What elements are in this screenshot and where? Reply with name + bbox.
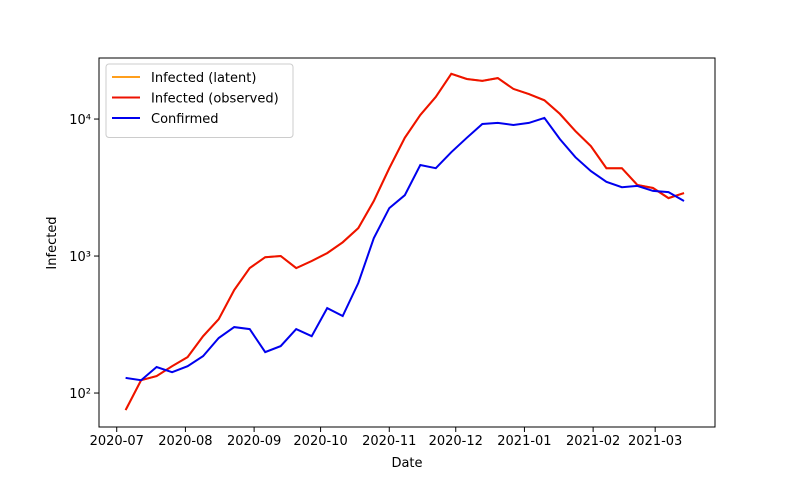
x-axis-label: Date (391, 456, 422, 471)
x-tick-label: 2021-03 (628, 434, 682, 449)
y-tick-label: 10⁴ (69, 113, 91, 128)
series-line (124, 72, 685, 411)
x-tick-label: 2021-02 (566, 434, 620, 449)
legend-label: Confirmed (151, 112, 219, 127)
x-tick-label: 2021-01 (497, 434, 551, 449)
y-tick-label: 10³ (69, 250, 91, 265)
legend-label: Infected (observed) (151, 92, 279, 107)
legend-box (105, 63, 294, 138)
plot-frame (98, 57, 716, 428)
x-tick-label: 2020-08 (158, 434, 212, 449)
y-axis-label: Infected (45, 216, 60, 269)
x-tick-label: 2020-10 (293, 434, 347, 449)
series-line (125, 116, 685, 382)
x-tick-label: 2020-09 (227, 434, 281, 449)
y-tick-label: 10² (69, 387, 91, 402)
legend-label: Infected (latent) (151, 71, 256, 86)
x-tick-label: 2020-12 (429, 434, 483, 449)
legend: Infected (latent) Infected (observed) Conf… (105, 63, 294, 138)
x-tick-label: 2020-11 (362, 434, 416, 449)
x-tick-label: 2020-07 (90, 434, 144, 449)
